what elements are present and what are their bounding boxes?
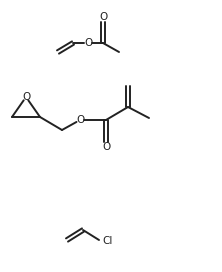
- Text: O: O: [102, 142, 110, 152]
- Text: Cl: Cl: [103, 236, 113, 246]
- Text: O: O: [84, 38, 92, 48]
- Text: O: O: [76, 115, 84, 125]
- Text: O: O: [99, 12, 107, 22]
- Text: O: O: [22, 92, 30, 102]
